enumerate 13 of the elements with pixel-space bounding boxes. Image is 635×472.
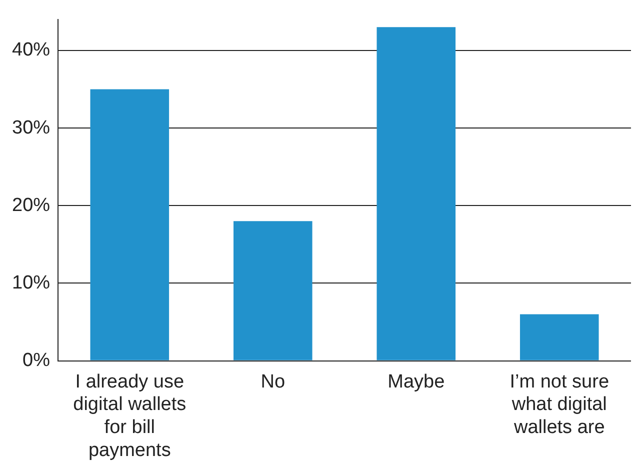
y-tick-label: 0% xyxy=(22,350,50,372)
y-tick-label: 40% xyxy=(12,40,50,61)
bar xyxy=(376,27,456,360)
x-tick-label: Maybe xyxy=(388,371,445,392)
x-tick-label: I’m not sure what digital wallets are xyxy=(510,371,610,438)
bar xyxy=(234,221,312,360)
y-tick-label: 10% xyxy=(12,272,50,294)
y-tick-label: 20% xyxy=(12,194,50,216)
y-tick-label: 30% xyxy=(12,117,50,138)
bar xyxy=(90,89,170,360)
bar xyxy=(520,314,599,360)
x-tick-label: No xyxy=(260,371,286,392)
x-tick-label: I already use digital wallets for bill payments xyxy=(73,371,186,461)
